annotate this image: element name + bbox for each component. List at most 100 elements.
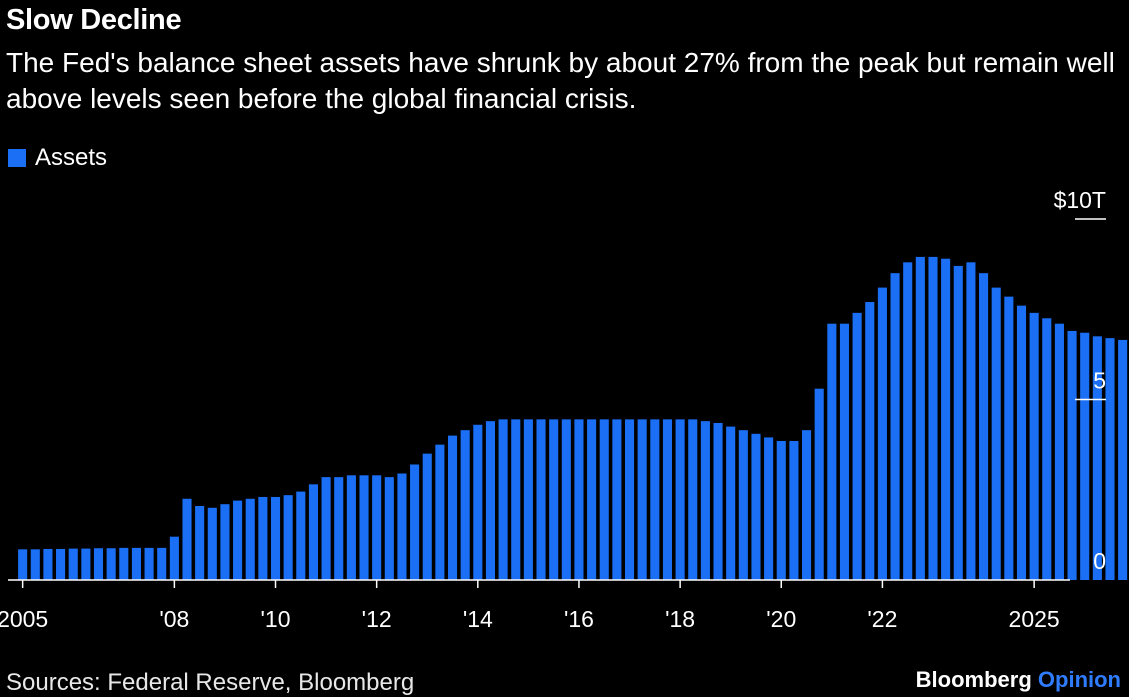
bar: [827, 323, 837, 580]
bar: [435, 444, 445, 581]
bar: [422, 453, 432, 580]
x-tick-label: '10: [261, 606, 291, 632]
bar: [119, 547, 129, 580]
bar: [397, 473, 407, 580]
bar: [738, 430, 748, 580]
bar: [1016, 305, 1027, 580]
bar: [334, 477, 344, 580]
bar: [523, 419, 533, 580]
bar: [131, 547, 141, 580]
bar: [1105, 338, 1115, 580]
bar: [447, 435, 458, 580]
bar: [928, 256, 938, 580]
x-tick-label: '20: [766, 606, 796, 632]
bar: [1067, 330, 1077, 580]
bar: [220, 504, 230, 580]
brand-primary: Bloomberg: [915, 667, 1032, 692]
bar: [814, 388, 824, 580]
y-tick-label: 5: [1093, 368, 1106, 394]
bar: [1004, 296, 1014, 580]
bar: [549, 419, 559, 580]
bar: [321, 477, 331, 580]
bar: [852, 312, 862, 580]
bar: [18, 549, 28, 580]
bar: [877, 287, 887, 580]
bar: [460, 430, 470, 580]
bar: [941, 258, 951, 580]
bar: [346, 475, 356, 580]
bar: [587, 419, 597, 580]
bar: [789, 441, 799, 580]
bar: [839, 323, 850, 580]
bar: [991, 287, 1001, 580]
x-tick-label: '12: [362, 606, 392, 632]
x-tick-label: '18: [665, 606, 695, 632]
chart-subtitle: The Fed's balance sheet assets have shru…: [6, 47, 1115, 114]
bar: [574, 419, 584, 580]
bar: [561, 419, 571, 580]
bar: [207, 507, 217, 580]
y-tick-label: $10T: [1054, 187, 1106, 213]
bar: [1080, 332, 1090, 580]
bar: [903, 262, 913, 580]
bar: [536, 419, 546, 580]
y-tick-label: 0: [1093, 548, 1106, 574]
bar: [776, 441, 786, 580]
bar: [675, 419, 685, 580]
bar: [511, 419, 521, 580]
x-tick-label: 2005: [0, 606, 48, 632]
bar: [384, 477, 394, 580]
bar: [1054, 323, 1064, 580]
bar: [296, 491, 306, 580]
legend-label: Assets: [35, 144, 108, 171]
bar: [865, 302, 875, 580]
bar: [751, 433, 761, 580]
bar: [283, 495, 293, 580]
bar: [169, 536, 179, 580]
bar: [713, 422, 723, 580]
bar: [308, 484, 318, 580]
bar-series-assets: [18, 256, 1128, 581]
bar: [650, 419, 660, 580]
bar: [233, 500, 243, 580]
bar: [802, 430, 812, 580]
bar: [979, 273, 989, 580]
x-tick-label: '14: [463, 606, 493, 632]
source-note: Sources: Federal Reserve, Bloomberg: [6, 669, 415, 696]
bar: [612, 419, 622, 580]
legend: Assets: [8, 144, 107, 172]
bar: [726, 426, 736, 580]
bar: [953, 265, 963, 580]
bar: [637, 419, 647, 580]
brand-secondary: Opinion: [1037, 667, 1121, 692]
legend-swatch: [8, 149, 26, 167]
x-tick-label: '08: [159, 606, 189, 632]
bar: [890, 273, 900, 580]
bar: [624, 419, 635, 580]
x-tick-label: '22: [867, 606, 897, 632]
bar: [1029, 312, 1039, 580]
bar: [81, 548, 91, 580]
bar: [764, 437, 774, 580]
bar: [195, 506, 205, 580]
bar: [372, 475, 382, 580]
bar: [1042, 318, 1052, 580]
bar: [410, 464, 420, 580]
bar: [43, 548, 53, 580]
bar: [157, 547, 167, 580]
bar: [68, 548, 78, 580]
bar: [688, 419, 698, 580]
bar: [144, 547, 154, 580]
bar: [1092, 336, 1102, 580]
brand-logo: Bloomberg Opinion: [916, 667, 1121, 693]
bar: [258, 496, 268, 580]
bar: [966, 262, 976, 580]
bar: [498, 419, 508, 580]
bar: [93, 548, 104, 580]
bar: [662, 419, 673, 580]
bar: [56, 548, 66, 580]
bar: [30, 549, 40, 580]
bar: [599, 419, 609, 580]
bar: [359, 475, 369, 580]
